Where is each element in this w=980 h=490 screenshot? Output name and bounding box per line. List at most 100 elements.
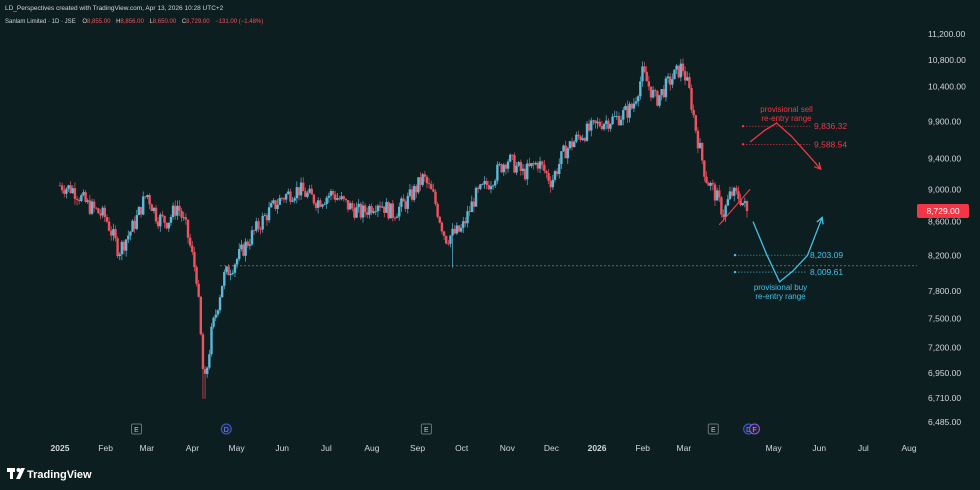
event-earnings-marker[interactable] <box>131 423 143 435</box>
candle-body <box>188 237 192 246</box>
candle-body <box>229 273 232 276</box>
candle-body <box>658 95 661 106</box>
candle-body <box>487 185 491 190</box>
candle-body <box>331 190 335 195</box>
candle-body <box>470 201 473 213</box>
candle-body <box>617 116 621 126</box>
candle-body <box>656 91 659 106</box>
x-axis[interactable]: 2025 Feb Mar Apr May Jun Jul Aug Sep Oct Nov Dec 202… <box>51 443 917 453</box>
candle-body <box>299 182 303 196</box>
candle-body <box>127 235 130 240</box>
candle-body <box>171 205 175 218</box>
buy-arrow-head <box>816 216 824 225</box>
candle-body <box>530 163 533 167</box>
event-earnings-marker[interactable] <box>420 423 432 435</box>
candle-body <box>430 184 433 190</box>
candle-body <box>154 207 158 222</box>
candle-body <box>521 168 525 172</box>
support-trendline <box>718 188 751 226</box>
candle-body <box>374 211 377 213</box>
candle-body <box>378 205 382 208</box>
candle-body <box>451 228 454 236</box>
sell-level-label: 9,588.54 <box>814 139 847 149</box>
candle-body <box>598 121 601 127</box>
buy-level-dot <box>733 270 737 274</box>
sell-label-line1: provisional sell <box>760 105 813 114</box>
candle-body <box>700 143 704 161</box>
candle-body <box>316 200 320 208</box>
candle-body <box>139 206 143 215</box>
event-dividend-marker[interactable] <box>220 423 232 435</box>
tv-logo-icon-bar <box>7 468 15 472</box>
y-tick-label: 6,710.00 <box>928 393 961 403</box>
event-other-marker[interactable] <box>749 423 761 435</box>
tv-logo-icon-slash <box>16 468 25 479</box>
candle-body <box>566 148 569 159</box>
event-marker-label: E <box>134 427 139 434</box>
candle-body <box>323 204 326 205</box>
candle-body <box>302 182 305 192</box>
candle-body <box>137 206 141 216</box>
candle-body <box>438 216 441 223</box>
candle-body <box>385 202 388 213</box>
x-tick-label: Jun <box>812 443 826 453</box>
candle-body <box>124 239 128 251</box>
candle-body <box>312 194 316 204</box>
candle-body <box>82 192 85 196</box>
candle-body <box>611 116 614 125</box>
candle-body <box>649 86 653 98</box>
candle-body <box>583 138 587 141</box>
candle-body <box>344 198 348 201</box>
brand-logo[interactable]: TradingView <box>7 468 92 481</box>
candle-body <box>342 196 345 199</box>
candle-body <box>551 179 555 188</box>
candle-body <box>235 259 239 265</box>
candle-body <box>735 187 738 192</box>
brand-text: TradingView <box>27 469 92 481</box>
y-tick-label: 9,900.00 <box>928 117 961 127</box>
candle-body <box>534 162 537 165</box>
buy-level-label: 8,009.61 <box>810 267 843 277</box>
candle-body <box>92 201 96 208</box>
x-tick-label: Feb <box>635 443 650 453</box>
candle-body <box>421 174 424 185</box>
sell-level-dot <box>741 143 745 146</box>
candle-body <box>681 63 685 72</box>
candle-body <box>186 219 190 238</box>
candle-body <box>380 206 384 208</box>
candle-body <box>203 368 207 374</box>
candle-body <box>673 69 676 80</box>
candle-body <box>272 200 275 204</box>
candle-body <box>261 215 264 230</box>
candle-body <box>73 188 77 199</box>
x-tick-label: Aug <box>901 443 916 453</box>
candle-body <box>560 151 563 164</box>
candle-body <box>447 243 450 245</box>
candle-body <box>176 205 179 216</box>
candle-body <box>677 65 680 78</box>
candle-body <box>449 235 452 244</box>
candle-body <box>568 141 572 149</box>
candle-body <box>402 198 405 202</box>
candle-body <box>538 161 542 169</box>
candle-body <box>549 180 552 188</box>
event-earnings-marker[interactable] <box>707 423 719 435</box>
candle-body <box>410 189 414 200</box>
candle-body <box>287 191 290 195</box>
candle-body <box>152 207 156 212</box>
candle-body <box>361 205 365 218</box>
y-axis[interactable]: 11,200.00 10,800.00 10,400.00 9,900.00 9,400… <box>917 29 969 427</box>
candle-body <box>498 164 501 165</box>
candle-body <box>587 123 591 131</box>
candle-body <box>502 164 505 173</box>
candle-body <box>208 354 211 368</box>
candle-body <box>462 221 465 228</box>
candle-body <box>632 103 636 109</box>
candle-body <box>67 185 70 189</box>
x-tick-label: Apr <box>186 443 199 453</box>
candle-body <box>293 198 296 201</box>
x-tick-label: Mar <box>139 443 154 453</box>
symbol-name: Sanlam Limited · 1D · JSE <box>5 19 76 25</box>
